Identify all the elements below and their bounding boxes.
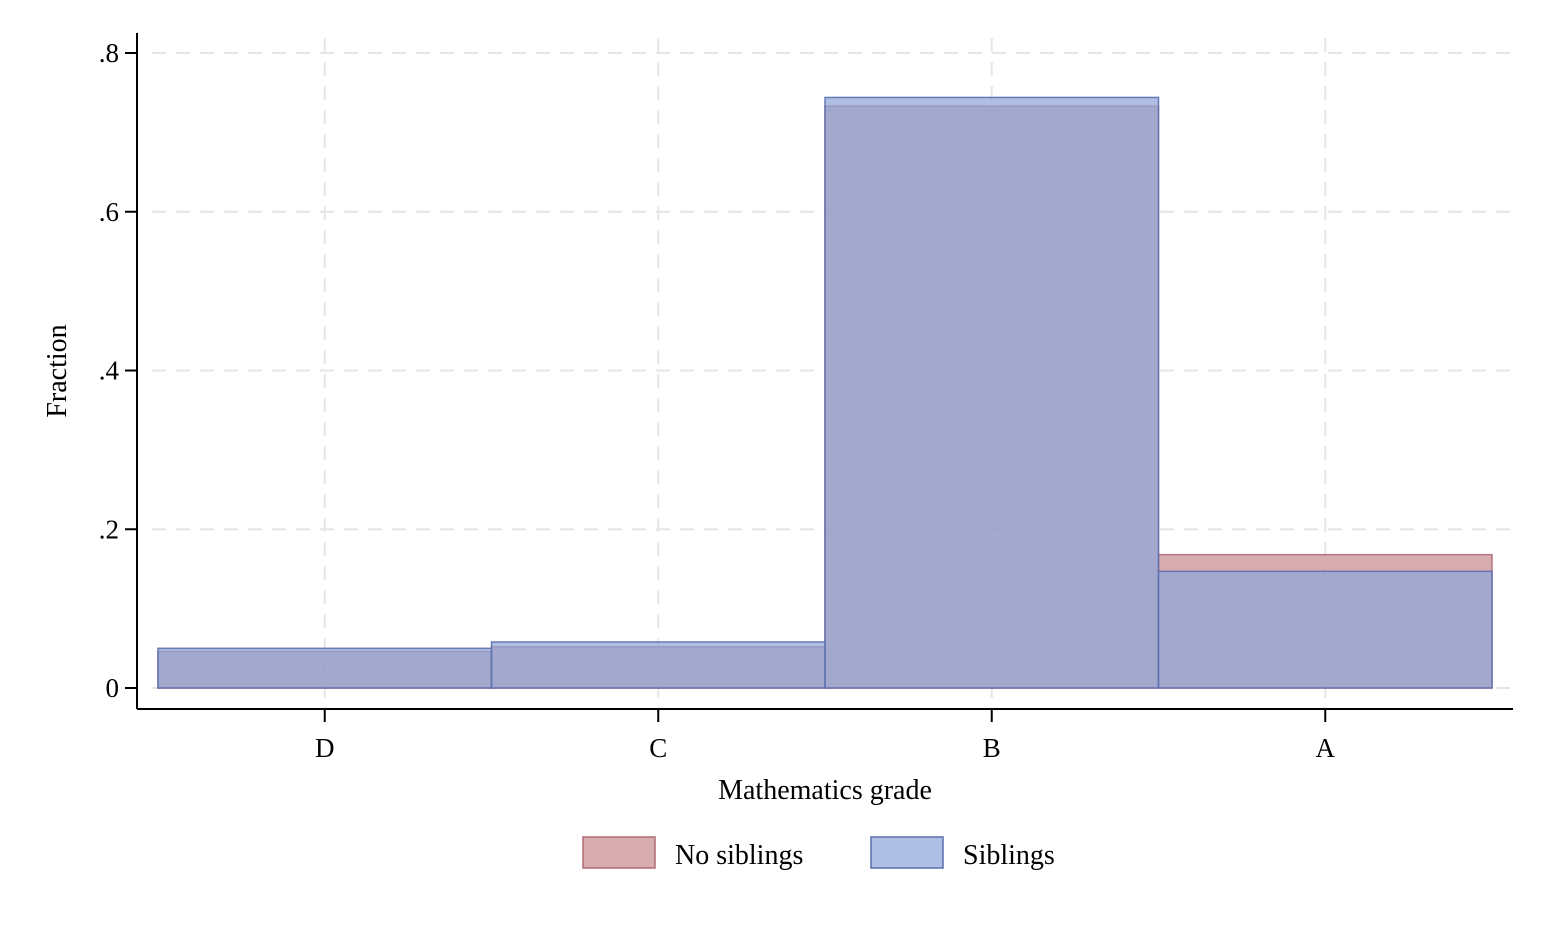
x-tick-label: A bbox=[1316, 733, 1336, 763]
y-ticks: 0 .2 .4 .6 .8 bbox=[99, 38, 137, 703]
legend-swatch bbox=[582, 836, 656, 869]
x-tick-label: D bbox=[315, 733, 335, 763]
y-tick-label: .6 bbox=[99, 197, 119, 227]
bar-siblings-A bbox=[1157, 570, 1493, 689]
y-tick-label: .2 bbox=[99, 514, 119, 544]
y-axis-title: Fraction bbox=[42, 324, 73, 417]
legend: No siblings Siblings bbox=[582, 836, 1055, 871]
x-tick-label: C bbox=[649, 733, 667, 763]
bar-siblings-D bbox=[157, 647, 493, 689]
y-tick-label: 0 bbox=[106, 673, 120, 703]
bar-siblings-C bbox=[490, 641, 826, 689]
bar-siblings-B bbox=[824, 96, 1160, 689]
x-axis-title: Mathematics grade bbox=[718, 775, 932, 806]
legend-label: No siblings bbox=[675, 840, 803, 871]
legend-label: Siblings bbox=[963, 840, 1055, 871]
legend-swatch bbox=[870, 836, 944, 869]
bars-layer bbox=[157, 96, 1493, 689]
y-tick-label: .4 bbox=[99, 356, 120, 386]
x-tick-label: B bbox=[983, 733, 1001, 763]
y-tick-label: .8 bbox=[99, 38, 119, 68]
